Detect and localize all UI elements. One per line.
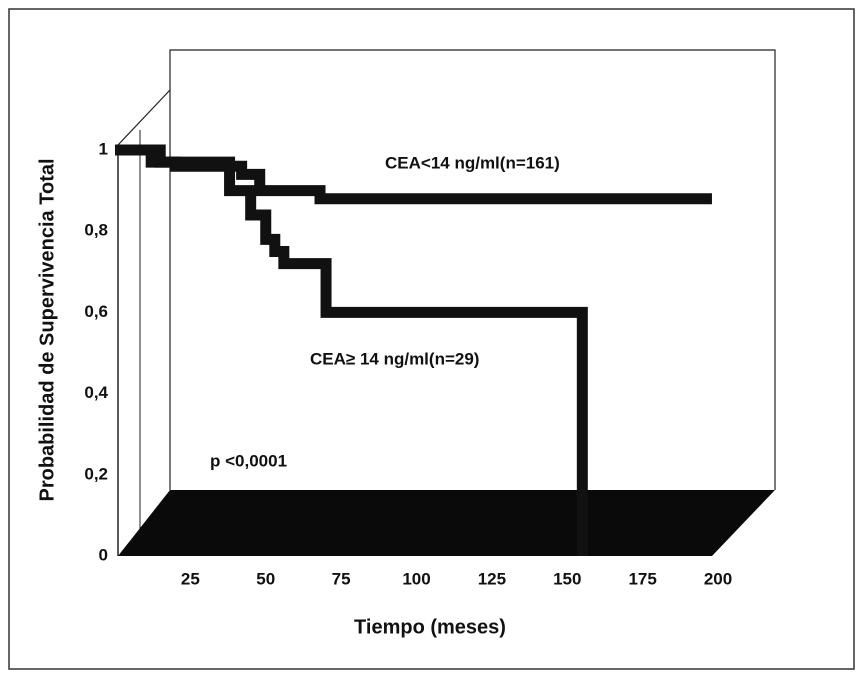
side-edge [117, 89, 171, 146]
floor [118, 490, 775, 556]
x-tick-label: 150 [553, 569, 581, 588]
y-tick-label: 0,8 [84, 221, 108, 240]
x-tick-label: 175 [628, 569, 656, 588]
y-tick-label: 0,4 [84, 383, 108, 402]
series-label: CEA≥ 14 ng/ml(n=29) [310, 349, 479, 368]
y-tick-label: 1 [99, 139, 108, 158]
x-tick-label: 200 [704, 569, 732, 588]
y-tick-label: 0,2 [84, 464, 108, 483]
x-axis-label: Tiempo (meses) [354, 616, 506, 638]
x-tick-label: 75 [332, 569, 351, 588]
x-tick-label: 25 [181, 569, 200, 588]
survival-curve [115, 144, 712, 205]
y-tick-label: 0,6 [84, 302, 108, 321]
x-tick-label: 125 [478, 569, 506, 588]
back-wall [169, 49, 776, 490]
survival-curve [115, 144, 588, 556]
y-tick-label: 0 [99, 545, 108, 564]
frame [8, 8, 855, 670]
x-tick-label: 50 [256, 569, 275, 588]
series-label: CEA<14 ng/ml(n=161) [385, 153, 560, 172]
x-tick-label: 100 [402, 569, 430, 588]
annotation: p <0,0001 [210, 451, 287, 470]
y-axis-label: Probabilidad de Supervivencia Total [36, 158, 58, 501]
